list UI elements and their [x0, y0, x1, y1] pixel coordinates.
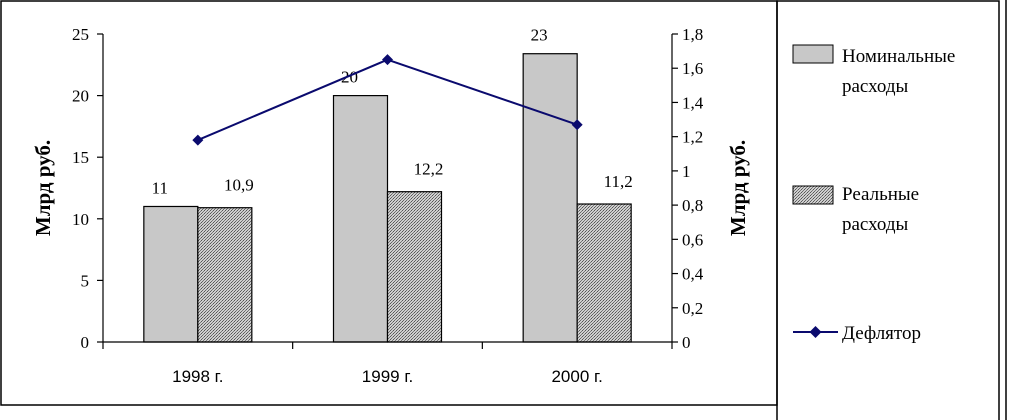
y-left-axis-title: Млрд руб. — [31, 140, 55, 236]
y-right-tick-label: 0,2 — [682, 299, 703, 318]
bar-nominal — [143, 205, 199, 343]
x-axis: 1998 г. 1999 г. 2000 г. — [102, 341, 673, 386]
y-left-tick-label: 10 — [72, 210, 89, 229]
legend: Номинальные расходы Реальные расходы Деф… — [792, 44, 955, 344]
y-right-axis: 0 0,2 0,4 0,6 0,8 1 1,2 1,4 1,6 1,8 — [671, 25, 704, 352]
y-right-tick-label: 0,4 — [682, 265, 704, 284]
legend-label-nominal-line2: расходы — [842, 76, 909, 97]
legend-label-nominal-line1: Номинальные — [842, 46, 955, 67]
data-label-nominal: 23 — [531, 26, 548, 45]
bar-real — [576, 203, 632, 343]
bar-nominal — [522, 53, 578, 343]
data-label-real: 10,9 — [224, 176, 254, 195]
y-right-tick-label: 1,8 — [682, 25, 703, 44]
data-label-nominal: 20 — [341, 68, 358, 87]
x-tick-label: 1998 г. — [172, 367, 223, 386]
legend-label-deflator: Дефлятор — [842, 323, 921, 344]
legend-swatch-real — [792, 185, 834, 205]
data-labels: 11 20 23 10,9 12,2 11,2 — [152, 26, 633, 198]
y-right-tick-label: 1,4 — [682, 93, 704, 112]
data-label-real: 12,2 — [414, 160, 444, 179]
y-right-axis-title: Млрд руб. — [726, 140, 750, 236]
y-left-tick-label: 0 — [81, 333, 90, 352]
bar-series — [143, 53, 632, 343]
deflator-marker — [192, 134, 204, 146]
legend-label-real-line2: расходы — [842, 214, 909, 235]
y-right-tick-label: 0,6 — [682, 230, 703, 249]
y-left-tick-label: 5 — [81, 271, 90, 290]
line-series — [192, 54, 583, 146]
deflator-marker — [382, 54, 393, 66]
y-right-tick-label: 0 — [682, 333, 691, 352]
x-tick-label: 1999 г. — [362, 367, 413, 386]
data-label-nominal: 11 — [152, 178, 168, 197]
deflator-marker — [571, 119, 583, 131]
data-label-real: 11,2 — [604, 172, 633, 191]
legend-swatch-nominal — [792, 44, 834, 64]
bar-real — [386, 191, 443, 343]
y-left-tick-label: 15 — [72, 148, 89, 167]
y-left-axis: 0 5 10 15 20 25 — [72, 25, 104, 352]
legend-frame — [776, 0, 1000, 420]
legend-marker-deflator — [809, 326, 822, 338]
bar-real — [197, 207, 253, 343]
y-right-tick-label: 1,2 — [682, 128, 703, 147]
x-tick-label: 2000 г. — [551, 367, 602, 386]
y-right-tick-label: 1,6 — [682, 59, 703, 78]
y-right-tick-label: 1 — [682, 162, 691, 181]
y-left-tick-label: 25 — [72, 25, 89, 44]
bar-nominal — [332, 94, 389, 343]
y-left-tick-label: 20 — [72, 87, 89, 106]
legend-label-real-line1: Реальные — [842, 184, 919, 205]
y-right-tick-label: 0,8 — [682, 196, 703, 215]
